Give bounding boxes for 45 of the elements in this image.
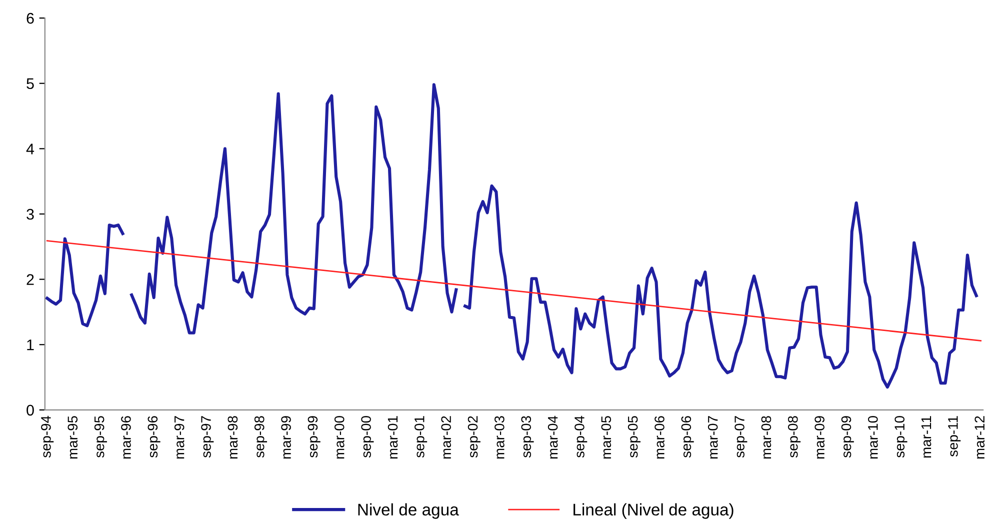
x-tick-label: mar-04 bbox=[548, 416, 558, 459]
x-tick-label: sep-98 bbox=[254, 416, 268, 458]
x-tick-label: mar-02 bbox=[441, 416, 452, 459]
x-tick-label: mar-07 bbox=[708, 416, 718, 459]
legend-label: Nivel de agua bbox=[358, 503, 459, 519]
y-tick-label: 3 bbox=[26, 208, 34, 220]
x-tick-label: mar-12 bbox=[974, 416, 985, 459]
x-tick-label: sep-01 bbox=[414, 416, 428, 458]
x-tick-label: sep-10 bbox=[894, 416, 908, 458]
x-tick-label: sep-99 bbox=[308, 416, 320, 458]
y-tick-label: 1 bbox=[27, 340, 34, 350]
x-tick-label: sep-00 bbox=[361, 416, 374, 458]
x-tick-label: sep-94 bbox=[41, 416, 54, 458]
x-tick-label: mar-01 bbox=[388, 416, 398, 459]
x-tick-label: sep-02 bbox=[468, 416, 480, 458]
x-tick-label: mar-11 bbox=[921, 416, 932, 458]
y-tick-label: 4 bbox=[26, 144, 34, 154]
y-tick-label: 5 bbox=[26, 78, 34, 90]
x-tick-label: sep-96 bbox=[148, 416, 160, 458]
x-tick-label: sep-04 bbox=[574, 416, 588, 458]
x-tick-label: sep-97 bbox=[201, 416, 214, 458]
y-tick-label: 6 bbox=[26, 12, 34, 24]
x-tick-label: mar-99 bbox=[281, 416, 291, 459]
legend-label: Lineal (Nivel de agua) bbox=[574, 503, 734, 519]
x-tick-label: mar-08 bbox=[761, 416, 772, 459]
x-tick-label: sep-09 bbox=[841, 416, 854, 458]
x-tick-label: mar-05 bbox=[601, 416, 612, 459]
x-tick-label: mar-97 bbox=[174, 416, 184, 459]
x-tick-label: sep-11 bbox=[948, 416, 961, 457]
y-tick-label: 2 bbox=[26, 274, 34, 285]
y-tick-label: 0 bbox=[26, 404, 34, 416]
x-tick-label: mar-96 bbox=[121, 416, 131, 459]
x-tick-label: mar-03 bbox=[494, 416, 504, 459]
x-tick-label: mar-00 bbox=[334, 416, 344, 459]
x-tick-label: sep-05 bbox=[628, 416, 640, 458]
x-tick-label: sep-06 bbox=[681, 416, 694, 458]
x-tick-label: mar-95 bbox=[68, 416, 78, 459]
x-tick-label: sep-03 bbox=[521, 416, 534, 458]
x-tick-label: sep-95 bbox=[94, 416, 107, 458]
x-tick-label: mar-09 bbox=[814, 416, 824, 459]
x-tick-label: sep-08 bbox=[788, 416, 801, 458]
x-tick-label: mar-98 bbox=[228, 416, 238, 459]
x-tick-label: mar-06 bbox=[654, 416, 664, 459]
x-tick-label: sep-07 bbox=[734, 416, 748, 458]
x-tick-label: mar-10 bbox=[868, 416, 878, 459]
